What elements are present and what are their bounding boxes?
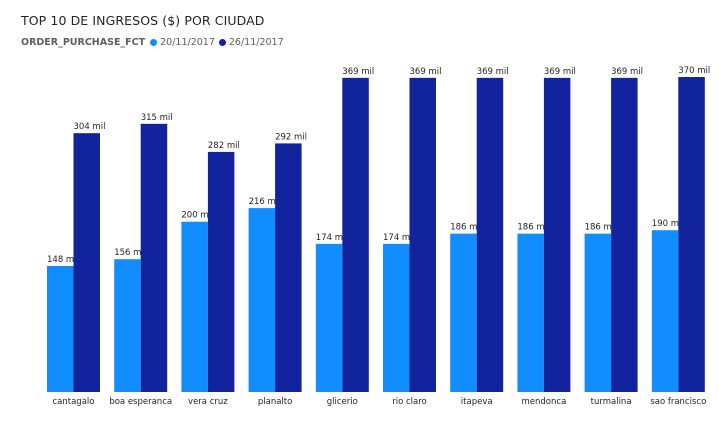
legend-label-series-2: 26/11/2017 xyxy=(228,37,284,48)
data-label: 216 mil xyxy=(249,197,281,207)
data-label: 174 mil xyxy=(316,233,348,243)
x-tick-label: planalto xyxy=(258,397,292,407)
data-label: 156 mil xyxy=(114,248,146,258)
bar-sao-francisco-series-1[interactable] xyxy=(651,230,679,392)
data-label: 369 mil xyxy=(477,67,509,77)
bar-cantagalo-series-1[interactable] xyxy=(47,266,74,392)
x-tick-label: boa esperanca xyxy=(109,397,172,407)
data-label: 148 mil xyxy=(47,255,79,265)
bar-sao-francisco-series-2[interactable] xyxy=(678,77,705,392)
bar-planalto-series-1[interactable] xyxy=(248,208,276,392)
bar-boa-esperanca-series-1[interactable] xyxy=(114,259,141,392)
bar-rio-claro-series-2[interactable] xyxy=(409,77,437,392)
legend-item-series-2[interactable]: 26/11/2017 xyxy=(218,37,284,48)
data-label: 186 mil xyxy=(517,223,549,233)
data-label: 200 mil xyxy=(181,211,213,221)
bar-mendonca-series-2[interactable] xyxy=(543,77,571,392)
legend: ORDER_PURCHASE_FCT 20/11/2017 26/11/2017 xyxy=(21,37,288,48)
chart-title: TOP 10 DE INGRESOS ($) POR CIUDAD xyxy=(21,13,265,28)
x-tick-label: glicerio xyxy=(327,397,358,407)
bar-vera-cruz-series-1[interactable] xyxy=(181,221,208,392)
bar-boa-esperanca-series-2[interactable] xyxy=(140,123,168,392)
legend-marker-series-1 xyxy=(150,39,158,46)
legend-marker-series-2 xyxy=(218,39,226,46)
x-tick-label: itapeva xyxy=(461,397,493,407)
data-label: 190 mil xyxy=(652,219,684,229)
bar-glicerio-series-1[interactable] xyxy=(315,243,343,392)
data-label: 369 mil xyxy=(544,67,576,77)
data-label: 369 mil xyxy=(611,67,643,77)
bar-rio-claro-series-1[interactable] xyxy=(383,243,410,392)
data-label: 292 mil xyxy=(275,132,307,142)
bar-mendonca-series-1[interactable] xyxy=(517,233,544,392)
bar-itapeva-series-2[interactable] xyxy=(476,77,504,392)
data-label: 304 mil xyxy=(74,122,106,132)
bar-glicerio-series-2[interactable] xyxy=(342,77,369,392)
bar-itapeva-series-1[interactable] xyxy=(450,233,477,392)
data-label: 315 mil xyxy=(141,113,173,123)
x-tick-label: vera cruz xyxy=(188,397,228,407)
bar-turmalina-series-1[interactable] xyxy=(584,233,612,392)
x-tick-label: sao francisco xyxy=(650,397,706,407)
bar-turmalina-series-2[interactable] xyxy=(611,77,638,392)
x-tick-label: mendonca xyxy=(522,397,567,407)
bar-planalto-series-2[interactable] xyxy=(275,143,302,392)
data-label: 282 mil xyxy=(208,141,240,151)
legend-label-series-1: 20/11/2017 xyxy=(160,37,215,48)
data-label: 186 mil xyxy=(585,223,617,233)
legend-item-series-1[interactable]: 20/11/2017 xyxy=(150,37,215,48)
data-label: 370 mil xyxy=(678,66,710,76)
legend-title: ORDER_PURCHASE_FCT xyxy=(21,37,146,48)
x-tick-label: rio claro xyxy=(392,397,427,407)
x-tick-label: turmalina xyxy=(591,397,632,407)
x-tick-label: cantagalo xyxy=(53,397,95,407)
data-label: 369 mil xyxy=(342,67,374,77)
bar-vera-cruz-series-2[interactable] xyxy=(207,151,235,392)
data-label: 369 mil xyxy=(410,67,442,77)
bar-cantagalo-series-2[interactable] xyxy=(73,133,101,392)
data-label: 174 mil xyxy=(383,233,415,243)
data-label: 186 mil xyxy=(450,223,482,233)
